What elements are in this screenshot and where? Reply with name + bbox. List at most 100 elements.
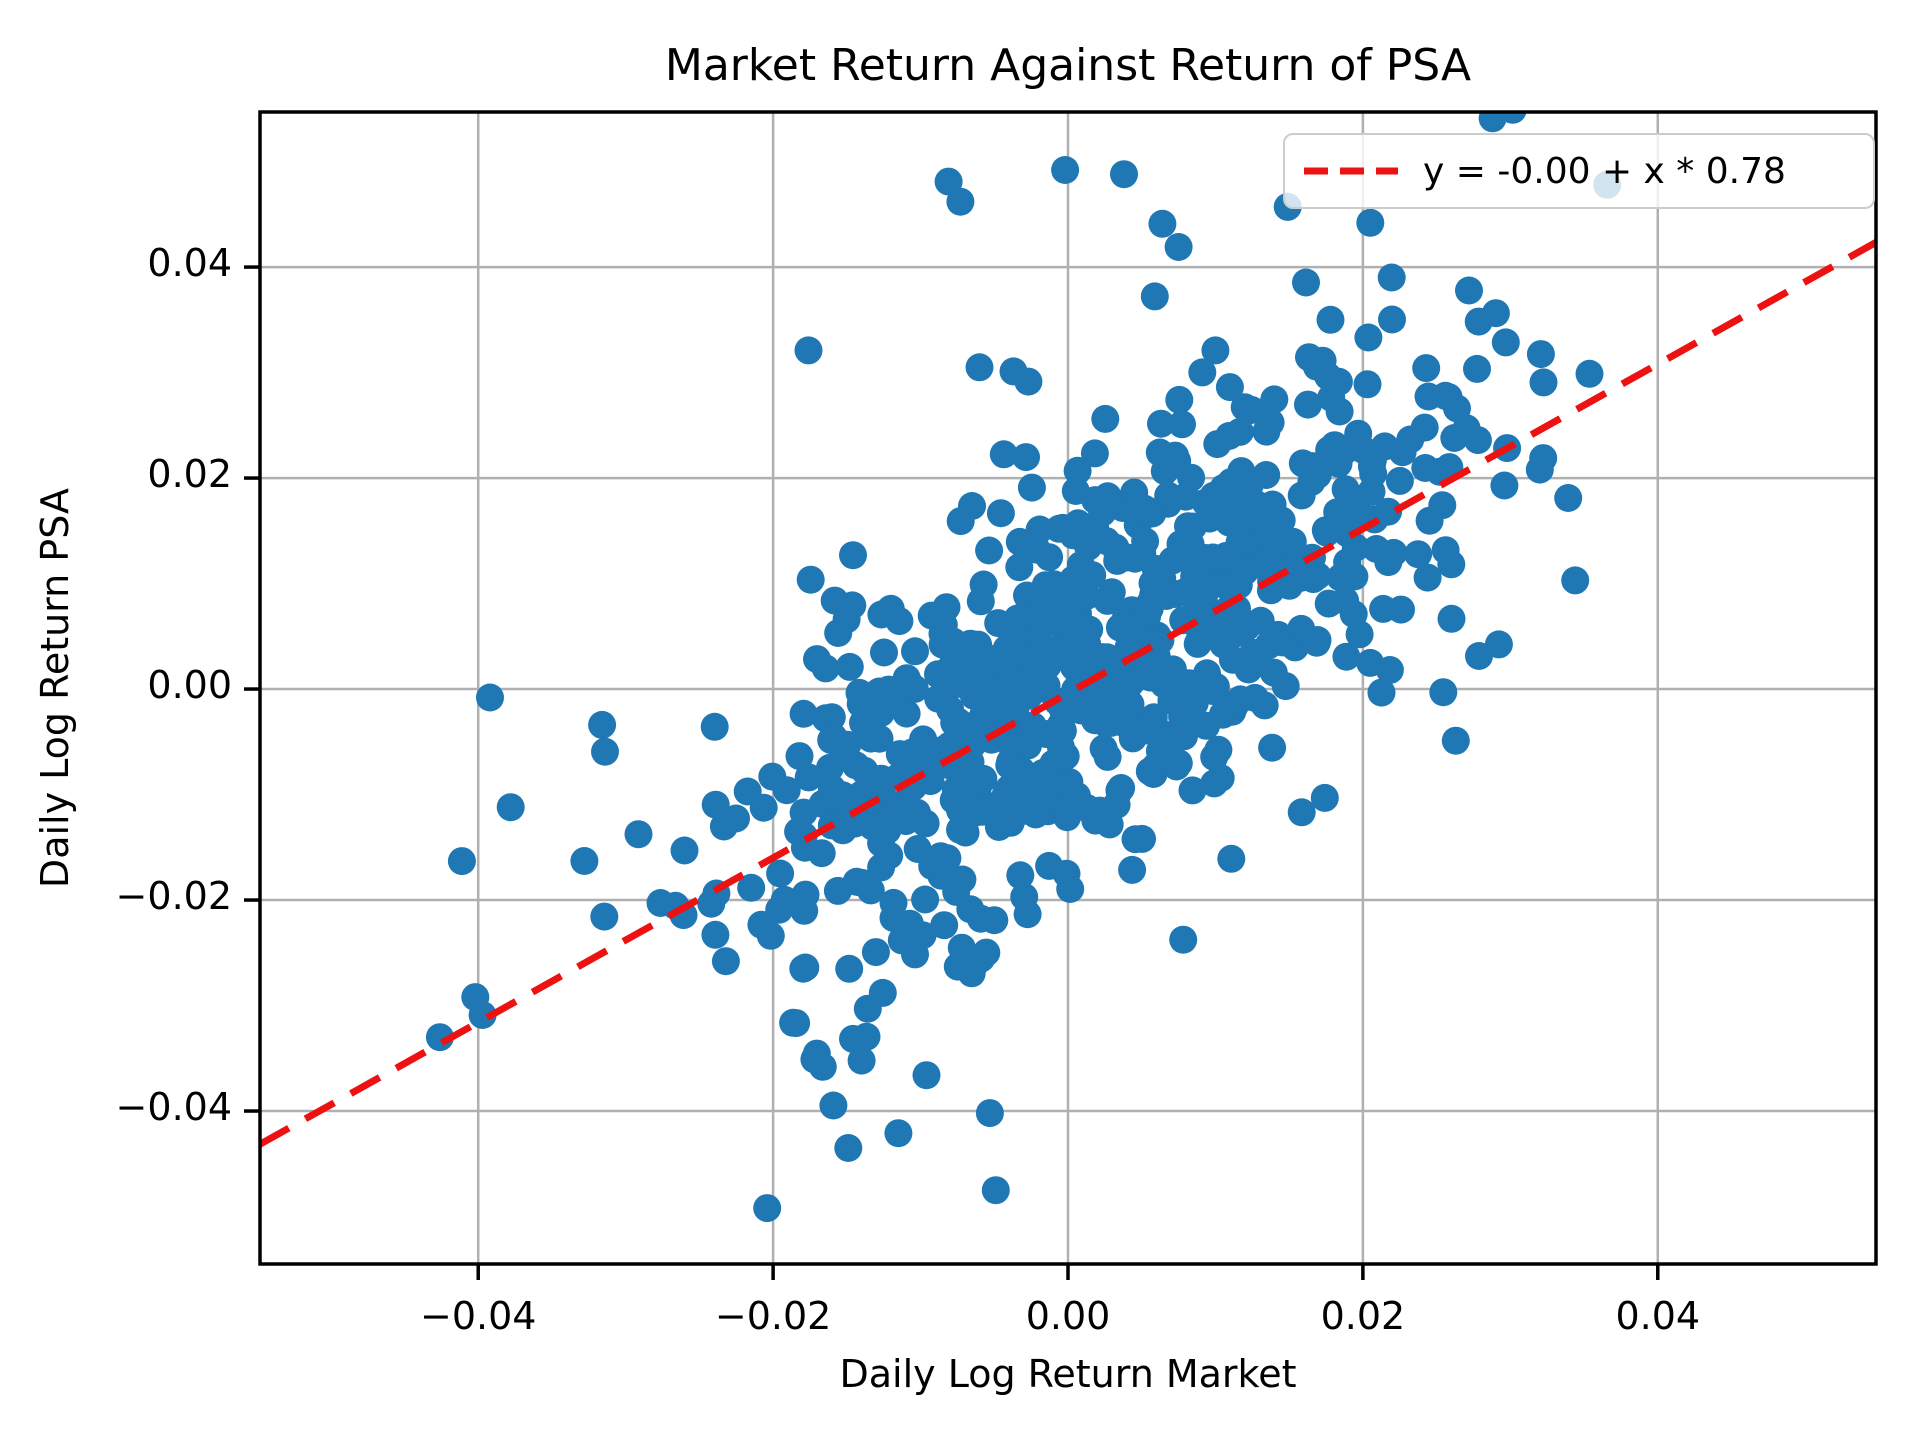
scatter-point [1484,630,1513,659]
scatter-point [956,895,985,924]
scatter-point [711,947,740,976]
scatter-point [1188,358,1217,387]
scatter-point [1015,681,1043,710]
scatter-point [766,859,795,888]
axis-ticks [244,265,1660,1280]
scatter-point [1331,475,1360,504]
scatter-point [995,774,1024,803]
scatter-point [1061,477,1090,505]
scatter-point [591,737,619,766]
x-tick-label: 0.00 [1025,1294,1111,1338]
scatter-point [1012,443,1040,472]
scatter-point [1232,613,1261,642]
scatter-point [1080,439,1109,468]
scatter-point [1206,764,1235,792]
scatter-point [1010,882,1039,911]
scatter-point [961,949,989,978]
scatter-point [1147,719,1176,748]
scatter-point [1180,689,1209,718]
scatter-point [1356,208,1385,237]
scatter-point [1325,397,1354,426]
scatter-point [1437,604,1466,633]
scatter-point [968,797,997,826]
scatter-point [496,793,525,822]
scatter-point [1092,527,1121,556]
scatter-point [853,994,882,1023]
scatter-point [999,357,1028,386]
scatter-point [1410,413,1439,442]
scatter-point [791,880,820,909]
scatter-point [1217,844,1246,873]
scatter-point [1199,481,1228,510]
scatter-point [835,652,864,681]
scatter-point [1404,540,1433,569]
scatter-point [670,836,699,865]
scatter-point [789,798,818,827]
scatter-point [1052,859,1081,888]
scatter-point [1131,527,1160,556]
scatter-point [1237,396,1266,424]
scatter-point [1164,233,1193,261]
scatter-point [1529,368,1558,397]
scatter-point [979,674,1008,703]
scatter-point [1302,352,1331,381]
scatter-point [800,1045,829,1074]
scatter-point [1051,588,1080,617]
scatter-point [995,751,1024,780]
scatter-point [737,873,766,902]
scatter-point [1429,678,1458,707]
scatter-point [924,660,952,689]
scatter-point [1186,597,1215,626]
scatter-point [1258,733,1287,762]
scatter-point [821,781,849,810]
scatter-point [1171,577,1200,606]
scatter-point [747,910,776,939]
x-tick-label: 0.02 [1320,1294,1406,1338]
scatter-point [1320,431,1349,460]
scatter-point [856,876,885,905]
scatter-point [785,742,814,771]
y-tick-label: 0.00 [147,663,232,708]
scatter-point [1094,661,1123,690]
scatter-point [796,565,825,594]
scatter-point [1230,557,1259,586]
x-axis-label: Daily Log Return Market [839,1352,1297,1396]
scatter-point [874,675,903,704]
scatter-point [932,593,961,622]
scatter-points [425,112,1622,1223]
scatter-point [447,847,476,876]
scatter-point [1311,516,1340,545]
scatter-point [1105,776,1134,805]
scatter-point [1378,305,1406,334]
scatter-point [984,609,1013,638]
scatter-point [1147,409,1175,438]
scatter-point [1463,354,1491,383]
scatter-point [1168,410,1196,439]
scatter-point [1260,385,1289,414]
scatter-point [1440,424,1469,452]
scatter-point [1117,668,1146,697]
scatter-point [1481,299,1510,328]
scatter-point [884,1119,913,1148]
scatter-point [1431,536,1460,565]
scatter-point [1270,525,1299,554]
scatter-point [1110,160,1138,189]
scatter-point [981,1176,1010,1205]
scatter-point [1332,642,1361,671]
scatter-point [1233,500,1262,529]
scatter-point [794,763,823,792]
scatter-point [1046,733,1075,762]
x-tick-label: 0.04 [1615,1294,1701,1338]
scatter-point [930,911,959,940]
scatter-point [1314,589,1343,618]
scatter-point [1123,492,1152,521]
scatter-point [996,808,1025,837]
scatter-point [1081,806,1110,835]
scatter-point [1165,385,1194,414]
scatter-point [823,876,852,905]
scatter-point [834,1134,863,1162]
scatter-point [867,829,896,858]
scatter-point [1201,336,1230,365]
scatter-point [937,635,966,664]
scatter-point [817,703,846,732]
